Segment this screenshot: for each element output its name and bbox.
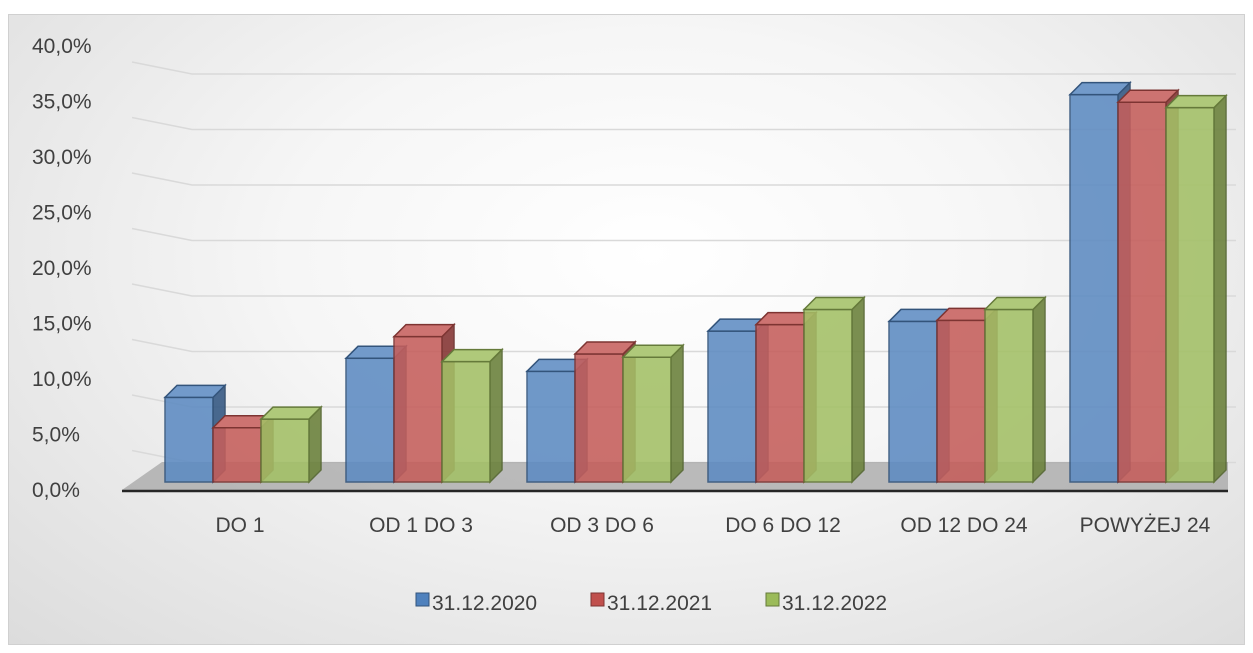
bar — [526, 370, 576, 483]
bar-top — [802, 296, 866, 311]
legend-swatch — [415, 592, 430, 607]
y-tick-label: 30,0% — [32, 146, 92, 169]
x-category-label: DO 6 DO 12 — [725, 514, 841, 537]
bar — [212, 427, 262, 483]
y-tick-label: 35,0% — [32, 91, 92, 114]
x-category-label: OD 1 DO 3 — [369, 514, 473, 537]
gridline — [131, 61, 1236, 75]
y-tick-label: 15,0% — [32, 313, 92, 336]
y-tick-label: 40,0% — [32, 35, 92, 58]
bar-top — [1068, 81, 1132, 96]
bar-top — [573, 341, 637, 355]
bar — [622, 356, 672, 483]
bar — [803, 308, 853, 483]
legend-label: 31.12.2022 — [782, 592, 887, 615]
bar-side — [670, 343, 684, 484]
bar — [345, 357, 395, 483]
gridline — [131, 283, 1236, 297]
bar — [755, 323, 805, 483]
bar — [164, 396, 214, 483]
bar-top — [621, 344, 685, 358]
bar — [1117, 101, 1167, 483]
y-tick-label: 10,0% — [32, 368, 92, 391]
x-category-label: DO 1 — [215, 514, 264, 537]
y-tick-label: 25,0% — [32, 202, 92, 225]
bar — [888, 320, 938, 483]
y-tick-label: 0,0% — [32, 479, 80, 502]
bar — [441, 360, 491, 483]
bar-top — [1164, 94, 1228, 109]
y-tick-label: 20,0% — [32, 257, 92, 280]
x-category-label: OD 3 DO 6 — [550, 514, 654, 537]
gridline — [131, 116, 1236, 131]
gridline — [131, 338, 1236, 353]
y-tick-label: 5,0% — [32, 424, 80, 447]
legend-swatch — [590, 592, 605, 607]
legend-swatch — [765, 592, 780, 607]
legend-label: 31.12.2020 — [432, 592, 537, 615]
bar-top — [983, 296, 1047, 311]
bar — [260, 418, 310, 483]
bar-side — [1032, 295, 1046, 484]
bar-top — [1116, 89, 1180, 103]
bar — [936, 319, 986, 483]
legend-label: 31.12.2021 — [607, 592, 712, 615]
bar-top — [392, 323, 456, 338]
bar — [707, 330, 757, 483]
bar — [984, 308, 1034, 483]
bar — [1165, 106, 1215, 483]
gridline — [131, 172, 1236, 186]
bar-side — [489, 347, 503, 484]
x-category-label: OD 12 DO 24 — [900, 514, 1028, 537]
bar-side — [851, 295, 865, 484]
bar-side — [1213, 93, 1227, 484]
bar-top — [163, 384, 227, 399]
bar-top — [440, 348, 504, 363]
bar — [1069, 93, 1119, 483]
gridline — [131, 227, 1236, 242]
bar — [393, 335, 443, 483]
bar — [574, 353, 624, 483]
x-category-label: POWYŻEJ 24 — [1080, 514, 1211, 537]
bar-top — [259, 406, 323, 420]
